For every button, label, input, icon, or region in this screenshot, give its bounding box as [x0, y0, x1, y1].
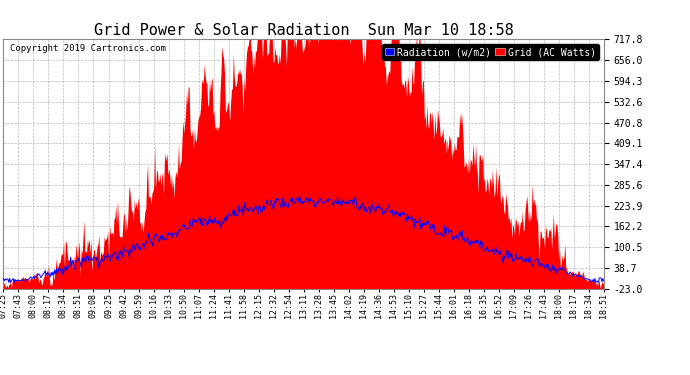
Text: Copyright 2019 Cartronics.com: Copyright 2019 Cartronics.com [10, 44, 166, 52]
Title: Grid Power & Solar Radiation  Sun Mar 10 18:58: Grid Power & Solar Radiation Sun Mar 10 … [94, 23, 513, 38]
Legend: Radiation (w/m2), Grid (AC Watts): Radiation (w/m2), Grid (AC Watts) [382, 44, 599, 60]
